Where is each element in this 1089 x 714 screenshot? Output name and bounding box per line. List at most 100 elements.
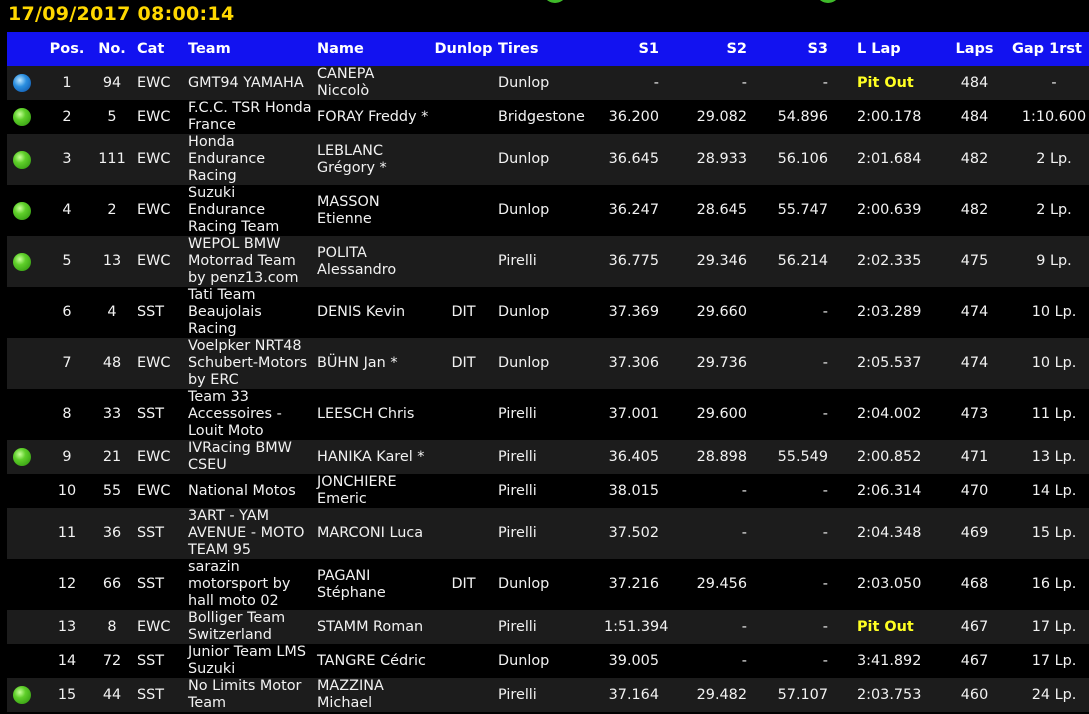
col-header-s1[interactable]: S1 xyxy=(638,41,659,57)
col-header-team[interactable]: Team xyxy=(188,41,231,57)
last-lap-cell-text: 2:04.002 xyxy=(857,406,922,422)
s3-cell: - xyxy=(763,338,844,389)
s2-cell-text: 29.082 xyxy=(696,108,747,125)
last-lap-cell: 2:03.289 xyxy=(844,287,940,338)
number-cell: 72 xyxy=(93,644,131,678)
laps-cell: 482 xyxy=(940,185,1009,236)
rider-name-cell: STAMM Roman xyxy=(315,610,431,644)
last-lap-cell: 2:06.314 xyxy=(844,474,940,508)
s2-cell-text: 29.482 xyxy=(696,686,747,703)
category-cell: EWC xyxy=(131,66,186,100)
table-row[interactable]: 11 36 SST 3ART - YAM AVENUE - MOTO TEAM 95 M… xyxy=(7,508,1089,559)
table-row[interactable]: 13 8 EWC Bolliger Team Switzerland STAMM Rom… xyxy=(7,610,1089,644)
team-cell: sarazin motorsport by hall moto 02 xyxy=(186,559,315,610)
gap-cell: 2 Lp. xyxy=(1009,185,1089,236)
gap-cell-text: 17 Lp. xyxy=(1031,652,1077,669)
table-row[interactable]: 12 66 SST sarazin motorsport by hall moto 0… xyxy=(7,559,1089,610)
col-header-cat[interactable]: Cat xyxy=(137,41,165,57)
gap-cell: 13 Lp. xyxy=(1009,440,1089,474)
col-header-gap[interactable]: Gap 1rst xyxy=(1012,41,1082,57)
rider-name-cell-text: FORAY Freddy * xyxy=(317,108,429,125)
pos-cell-text: 7 xyxy=(62,355,72,371)
s3-cell: - xyxy=(763,644,844,678)
number-cell-text: 44 xyxy=(102,686,122,703)
status-cell xyxy=(7,389,41,440)
laps-cell: 475 xyxy=(940,236,1009,287)
tires-cell: Dunlop xyxy=(496,559,604,610)
col-header-name[interactable]: Name xyxy=(317,41,364,57)
pos-cell: 7 xyxy=(41,338,93,389)
pos-cell-text: 4 xyxy=(62,202,72,218)
col-header-dunlop[interactable]: Dunlop xyxy=(434,41,493,57)
tires-cell-text: Pirelli xyxy=(498,253,537,269)
table-row[interactable]: 7 48 EWC Voelpker NRT48 Schubert-Motors by … xyxy=(7,338,1089,389)
tires-cell: Bridgestone xyxy=(496,100,604,134)
s2-cell: 29.660 xyxy=(675,287,763,338)
col-header-s3[interactable]: S3 xyxy=(807,41,828,57)
last-lap-cell: 2:03.753 xyxy=(844,678,940,712)
tires-cell-text: Pirelli xyxy=(498,482,537,499)
table-row[interactable]: 6 4 SST Tati Team Beaujolais Racing DENIS Ke… xyxy=(7,287,1089,338)
gap-cell-text: - xyxy=(1051,74,1057,91)
rider-name-cell-text: POLITA Alessandro xyxy=(317,244,397,278)
team-cell-text: GMT94 YAMAHA xyxy=(188,74,304,91)
col-header-no[interactable]: No. xyxy=(98,41,126,57)
number-cell-text: 13 xyxy=(102,253,122,269)
category-cell-text: EWC xyxy=(137,74,171,91)
col-header-tires[interactable]: Tires xyxy=(498,41,539,57)
team-cell: Suzuki Endurance Racing Team xyxy=(186,185,315,236)
status-cell xyxy=(7,66,41,100)
pos-cell: 5 xyxy=(41,236,93,287)
rider-name-cell-text: JONCHIERE Emeric xyxy=(317,474,397,507)
table-row[interactable]: 15 44 SST No Limits Motor Team MAZZINA Micha… xyxy=(7,678,1089,712)
rider-name-cell-text: TANGRE Cédric xyxy=(317,652,426,669)
pos-cell: 4 xyxy=(41,185,93,236)
table-row[interactable]: 9 21 EWC IVRacing BMW CSEU HANIKA Karel * Pir… xyxy=(7,440,1089,474)
s1-cell-text: 37.306 xyxy=(608,355,659,371)
team-cell-text: Tati Team Beaujolais Racing xyxy=(188,287,262,337)
col-header-pos[interactable]: Pos. xyxy=(49,41,85,57)
table-row[interactable]: 1 94 EWC GMT94 YAMAHA CANEPA Niccolò Dunlop - -… xyxy=(7,66,1089,100)
status-green-dot-icon xyxy=(13,201,31,220)
rider-name-cell: DENIS Kevin xyxy=(315,287,431,338)
laps-cell-text: 471 xyxy=(960,448,989,465)
team-cell-text: F.C.C. TSR Honda France xyxy=(188,100,312,133)
dunlop-cell xyxy=(431,678,496,712)
category-cell-text: EWC xyxy=(137,448,171,465)
table-row[interactable]: 10 55 EWC National Motos JONCHIERE Emeric Pir… xyxy=(7,474,1089,508)
table-row[interactable]: 8 33 SST Team 33 Accessoires - Louit Moto LE… xyxy=(7,389,1089,440)
tires-cell: Pirelli xyxy=(496,236,604,287)
table-row[interactable]: 4 2 EWC Suzuki Endurance Racing Team MASSON … xyxy=(7,185,1089,236)
last-lap-cell: 2:00.178 xyxy=(844,100,940,134)
s3-cell: 56.106 xyxy=(763,134,844,185)
category-cell-text: SST xyxy=(137,652,165,669)
tires-cell-text: Pirelli xyxy=(498,406,537,422)
table-row[interactable]: 2 5 EWC F.C.C. TSR Honda France FORAY Freddy… xyxy=(7,100,1089,134)
laps-cell: 471 xyxy=(940,440,1009,474)
category-cell: EWC xyxy=(131,185,186,236)
category-cell: EWC xyxy=(131,100,186,134)
s2-cell: 29.600 xyxy=(675,389,763,440)
team-cell-text: Bolliger Team Switzerland xyxy=(188,610,286,643)
table-row[interactable]: 5 13 EWC WEPOL BMW Motorrad Team by penz13.… xyxy=(7,236,1089,287)
team-cell: Tati Team Beaujolais Racing xyxy=(186,287,315,338)
col-header-s2[interactable]: S2 xyxy=(726,41,747,57)
table-row[interactable]: 3 111 EWC Honda Endurance Racing LEBLANC Gré… xyxy=(7,134,1089,185)
last-lap-cell: Pit Out xyxy=(844,610,940,644)
team-cell: Bolliger Team Switzerland xyxy=(186,610,315,644)
pos-cell-text: 11 xyxy=(57,525,77,541)
s3-cell: - xyxy=(763,610,844,644)
pos-cell: 6 xyxy=(41,287,93,338)
col-header-laps[interactable]: Laps xyxy=(955,41,994,57)
pos-cell: 14 xyxy=(41,644,93,678)
number-cell: 55 xyxy=(93,474,131,508)
s2-cell: - xyxy=(675,66,763,100)
rider-name-cell: BÜHN Jan * xyxy=(315,338,431,389)
pos-cell: 8 xyxy=(41,389,93,440)
table-row[interactable]: 14 72 SST Junior Team LMS Suzuki TANGRE Cédr… xyxy=(7,644,1089,678)
category-cell-text: EWC xyxy=(137,108,171,125)
dunlop-cell: DIT xyxy=(431,559,496,610)
col-header-llap[interactable]: L Lap xyxy=(857,41,901,57)
pos-cell: 12 xyxy=(41,559,93,610)
gap-cell: 15 Lp. xyxy=(1009,508,1089,559)
